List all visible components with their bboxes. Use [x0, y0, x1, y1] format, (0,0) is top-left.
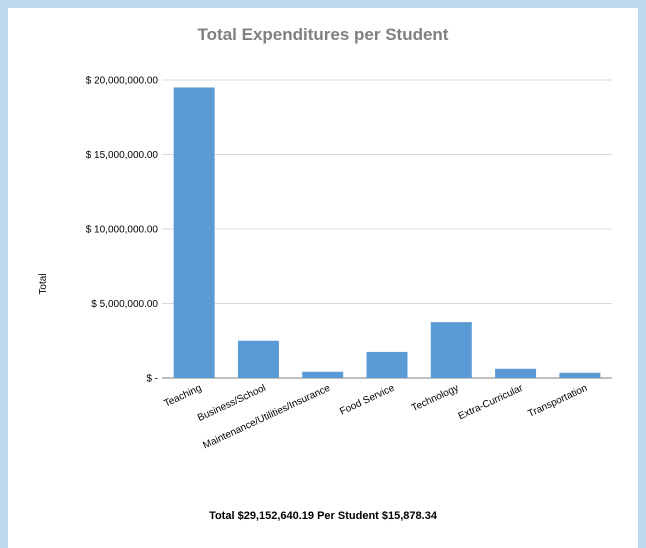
y-tick-label: $ 20,000,000.00: [86, 76, 159, 87]
bar: [366, 351, 408, 378]
y-tick-label: $ -: [146, 374, 158, 385]
y-axis-title: Total: [38, 273, 49, 294]
y-tick-label: $ 15,000,000.00: [86, 150, 159, 161]
chart-frame: [8, 8, 638, 548]
x-tick-label: Extra-Curricular: [457, 382, 526, 422]
y-tick-label: $ 5,000,000.00: [91, 299, 158, 310]
x-tick-label: Teaching: [162, 383, 203, 410]
bar: [237, 340, 279, 378]
y-tick-label: $ 10,000,000.00: [86, 225, 159, 236]
chart-footer: Total $29,152,640.19 Per Student $15,878…: [209, 510, 437, 522]
bar: [430, 322, 472, 378]
x-tick-label: Transportation: [526, 383, 589, 420]
bar: [495, 368, 537, 378]
chart-title: Total Expenditures per Student: [197, 25, 449, 44]
bar: [302, 371, 344, 378]
x-tick-label: Food Service: [338, 383, 396, 418]
x-tick-label: Technology: [410, 383, 461, 414]
bar: [559, 372, 601, 378]
bar: [173, 87, 215, 378]
